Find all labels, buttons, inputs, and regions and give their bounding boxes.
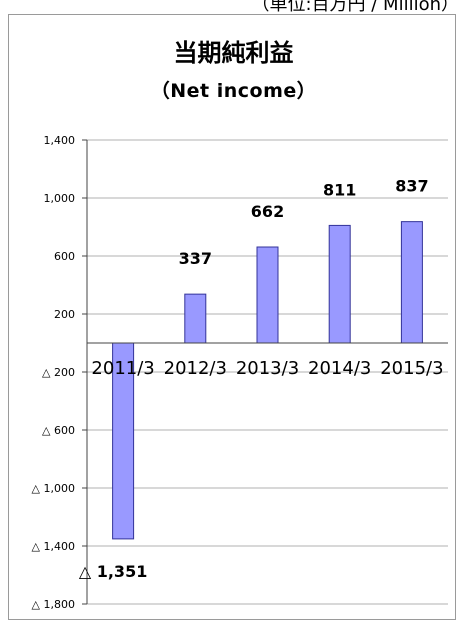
y-tick-label: 600	[54, 250, 75, 263]
y-tick-label: △ 600	[42, 424, 75, 437]
data-label: 662	[251, 202, 284, 221]
y-tick-label: △ 1,800	[32, 598, 75, 611]
data-label: △ 1,351	[79, 562, 147, 581]
category-label: 2014/3	[308, 358, 371, 379]
y-tick-label: △ 1,000	[32, 482, 75, 495]
bar	[256, 246, 279, 344]
bar	[328, 224, 351, 344]
category-label: 2015/3	[380, 358, 443, 379]
y-tick-label: 1,400	[44, 134, 76, 147]
data-label: 337	[179, 249, 212, 268]
data-label: 811	[323, 180, 356, 199]
unit-note: （単位:百万円 / Million）	[251, 0, 459, 15]
y-tick-label: 200	[54, 308, 75, 321]
y-tick-label: 1,000	[44, 192, 76, 205]
category-label: 2012/3	[164, 358, 227, 379]
bar	[400, 221, 423, 344]
data-label: 837	[395, 177, 428, 196]
y-tick-label: △ 1,400	[32, 540, 75, 553]
chart-frame	[8, 14, 456, 620]
category-label: 2013/3	[236, 358, 299, 379]
bar	[184, 293, 207, 344]
chart-title: 当期純利益	[173, 39, 294, 67]
chart-subtitle: （Net income）	[150, 80, 317, 102]
y-tick-label: △ 200	[42, 366, 75, 379]
category-label: 2011/3	[91, 358, 154, 379]
